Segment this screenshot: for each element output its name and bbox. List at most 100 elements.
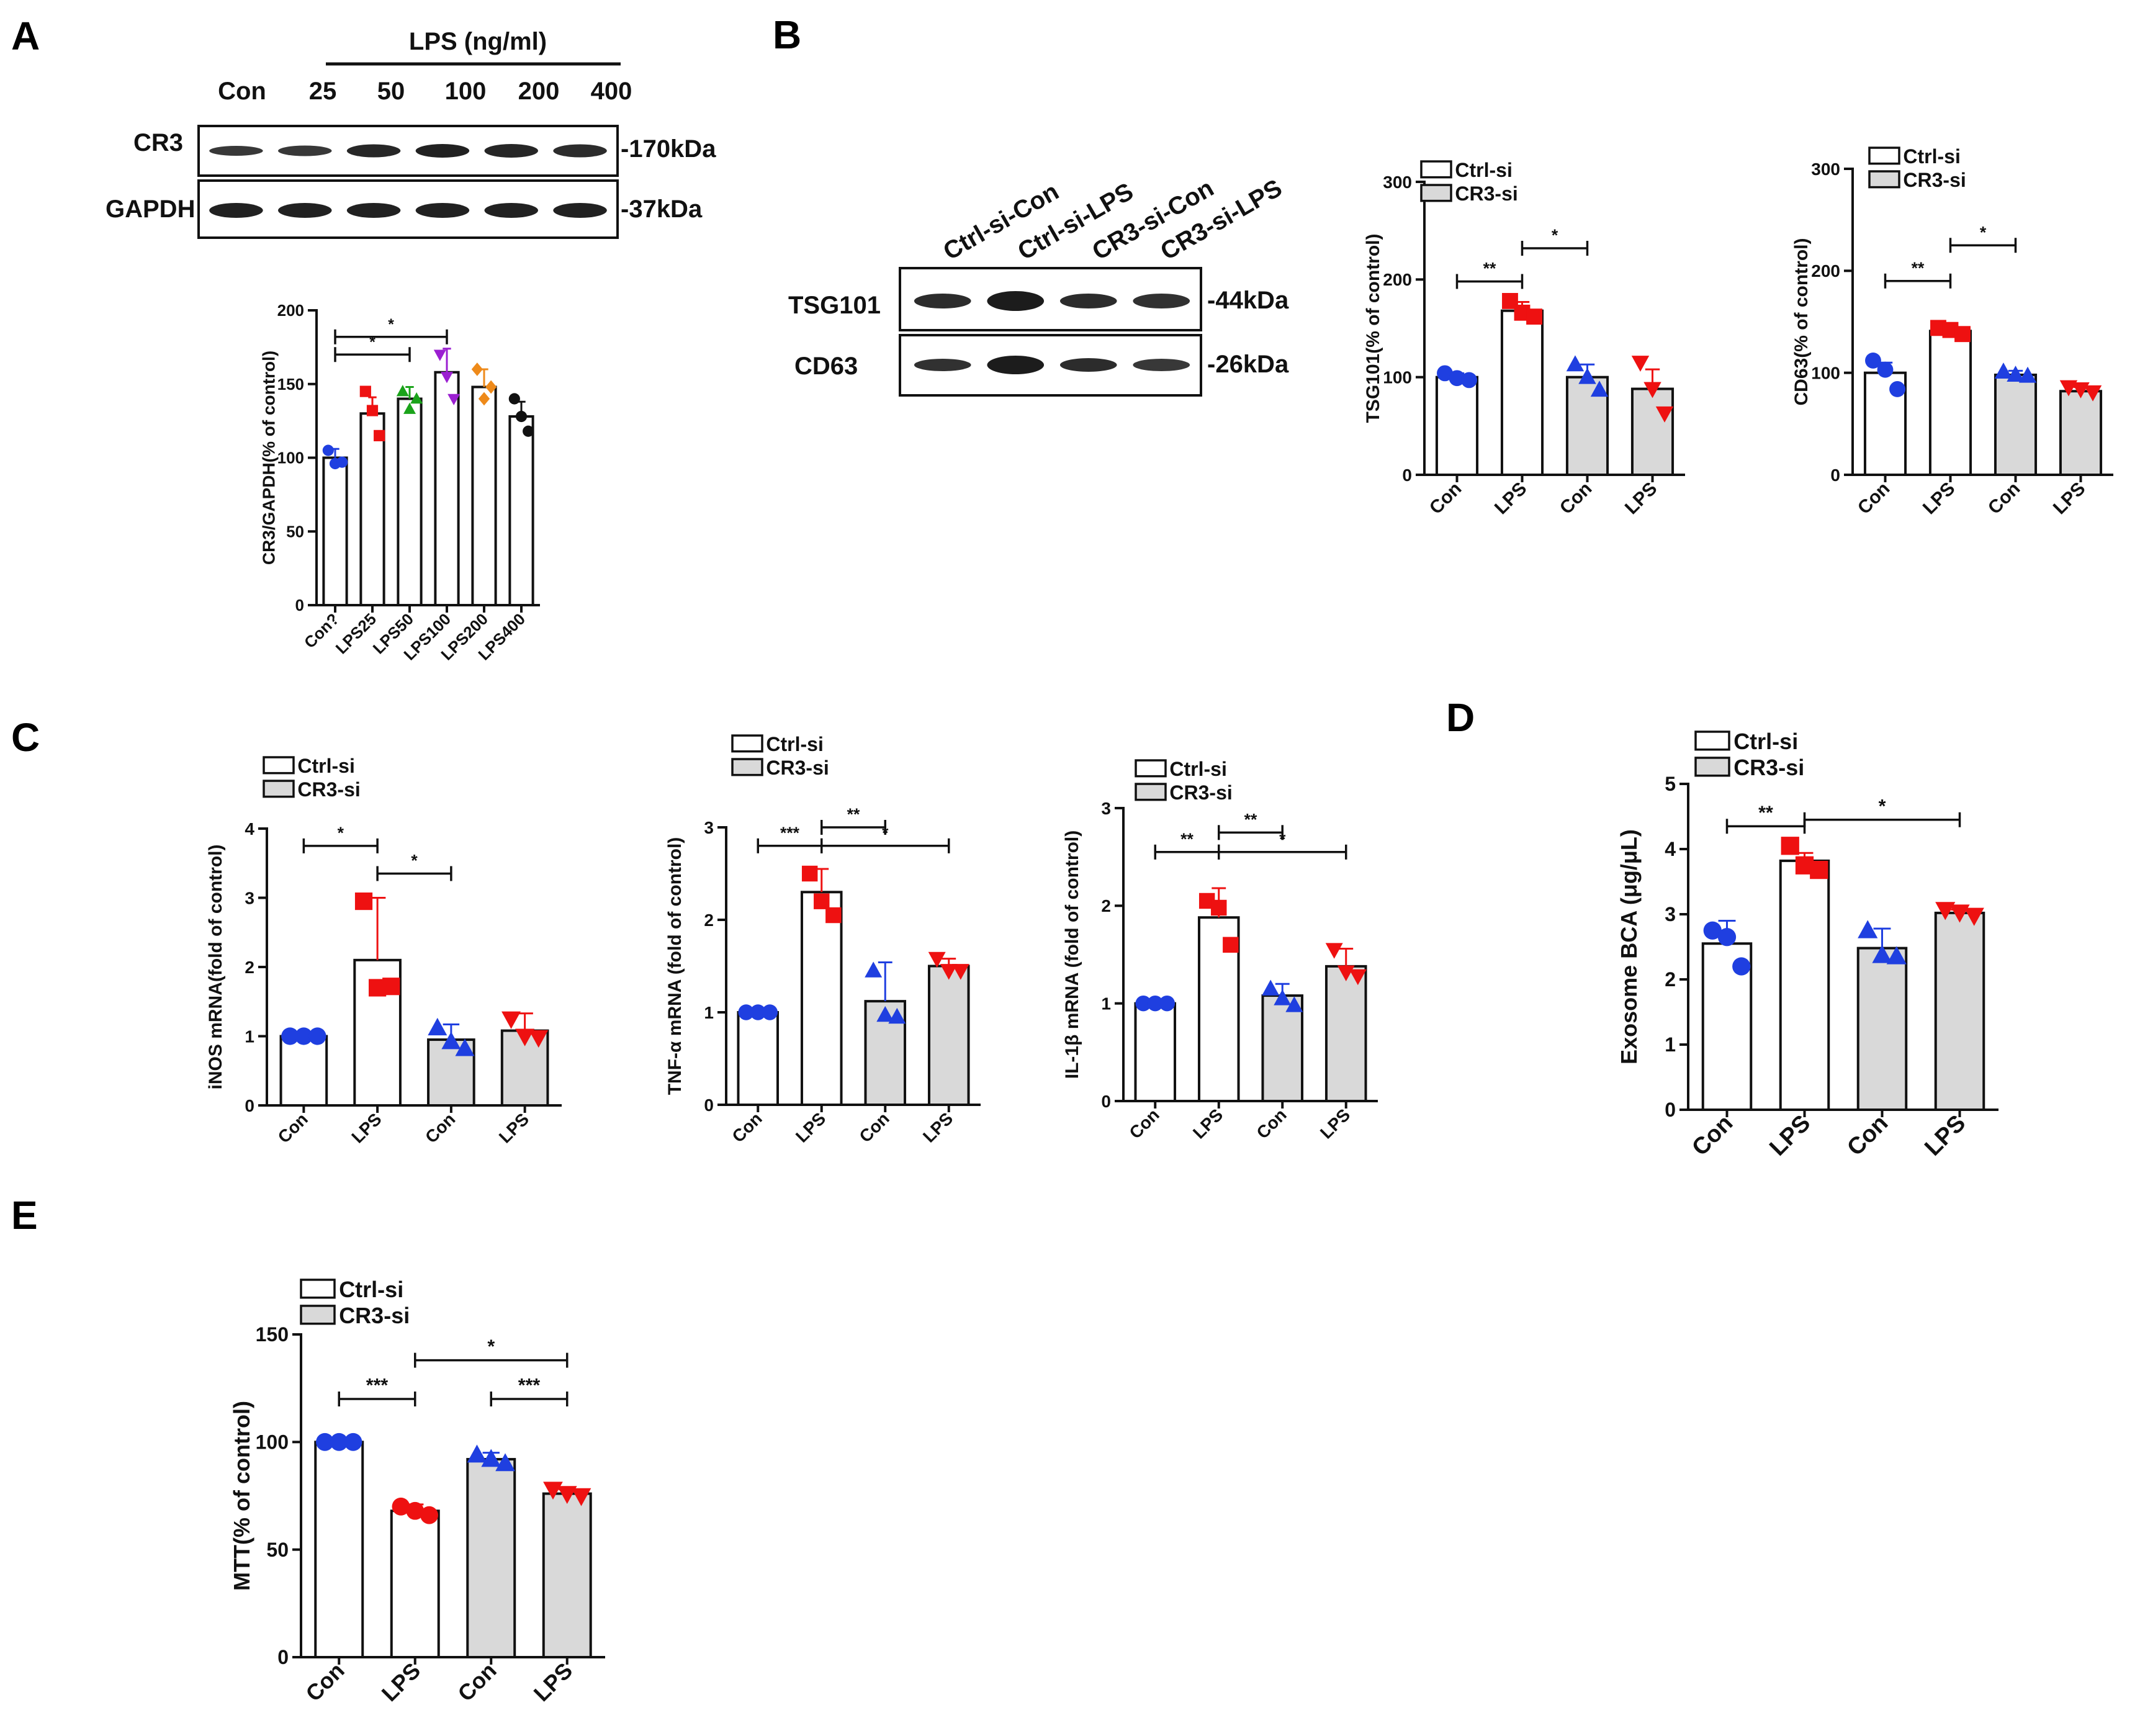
data-point-3-1 (1643, 382, 1661, 398)
y-tick-label: 0 (277, 1646, 289, 1668)
data-point-3-0 (1631, 356, 1650, 372)
blot-band-0-0 (209, 146, 263, 156)
legend-label: Ctrl-si (766, 733, 823, 755)
data-point-3-2 (1964, 907, 1984, 926)
y-tick-label: 200 (1811, 261, 1840, 281)
data-point-2-1 (1274, 989, 1292, 1005)
data-point-1-2 (382, 978, 400, 996)
sig-label: *** (518, 1375, 541, 1396)
data-point-3-1 (440, 372, 454, 384)
data-point-1-2 (1526, 308, 1542, 325)
data-point-1-0 (1781, 837, 1799, 855)
y-tick-label: 5 (1665, 773, 1676, 795)
y-tick-label: 1 (1101, 994, 1111, 1013)
sig-label: *** (780, 824, 800, 842)
bar-lps25-1 (359, 412, 385, 606)
data-point-2-2 (888, 1007, 906, 1024)
data-point-2-1 (1872, 945, 1892, 963)
y-tick-label: 300 (1383, 173, 1412, 192)
legend-swatch (1694, 757, 1730, 777)
bar-con-0 (1435, 376, 1479, 477)
bar-lps100-3 (434, 371, 460, 606)
legend-label: Ctrl-si (297, 755, 354, 777)
data-point-0-1 (330, 1432, 348, 1451)
data-point-1-1 (814, 893, 830, 909)
legend-label: CR3-si (1903, 169, 1966, 191)
bar-con-0 (322, 456, 348, 606)
blot-band-1-0 (209, 203, 263, 218)
data-point-0-1 (1449, 370, 1465, 387)
x-tick-label: Con (1687, 1110, 1738, 1161)
bar-lps-3 (542, 1492, 592, 1659)
blot-band-1-3 (415, 203, 470, 218)
blot-band-0-2 (346, 144, 401, 158)
y-tick-label: 300 (1811, 160, 1840, 179)
bar-con-0 (737, 1011, 780, 1106)
data-point-2-2 (1285, 996, 1303, 1012)
data-point-0-1 (750, 1004, 766, 1020)
y-tick-label: 200 (1383, 270, 1412, 289)
bar-lps400-5 (508, 415, 534, 606)
data-point-3-0 (1935, 902, 1956, 920)
data-point-3-0 (501, 1011, 521, 1029)
x-tick-label: LPS (2049, 479, 2090, 519)
data-point-1-0 (801, 865, 818, 882)
sig-label: * (882, 824, 889, 842)
x-tick-label: LPS (1189, 1105, 1226, 1142)
bar-lps-3 (2059, 390, 2103, 476)
data-point-3-1 (1949, 904, 1970, 923)
data-point-1-1 (1211, 899, 1227, 916)
data-point-2-0 (1994, 362, 2013, 379)
x-tick-label: LPS (1919, 479, 1959, 519)
blot-band-1-1 (278, 203, 332, 218)
x-tick-label: Con (300, 1658, 349, 1706)
sig-label: * (1552, 226, 1558, 245)
data-point-1-0 (359, 385, 371, 397)
sig-label: * (1879, 796, 1886, 817)
data-point-1-2 (374, 430, 385, 441)
data-point-2-0 (1262, 979, 1280, 996)
legend-label: Ctrl-si (1903, 145, 1960, 168)
x-tick-label: LPS25 (332, 609, 380, 657)
data-point-2-1 (403, 402, 416, 414)
blot-band-1-5 (553, 203, 607, 218)
data-point-0-1 (1877, 361, 1894, 378)
x-tick-label: LPS (1765, 1110, 1815, 1161)
legend-label: CR3-si (339, 1303, 410, 1328)
blot-a-lane-3: 100 (445, 78, 487, 105)
y-tick-label: 4 (1665, 838, 1676, 860)
panel-letter-c: C (11, 715, 40, 760)
y-axis-label: TNF-α mRNA (fold of control) (665, 837, 685, 1095)
sig-label: ** (1912, 259, 1925, 277)
x-tick-label: Con (1842, 1110, 1893, 1161)
blot-a-frame-gapdh (197, 179, 619, 239)
data-point-0-0 (1135, 995, 1151, 1012)
data-point-3-1 (940, 964, 958, 980)
blot-a-row-label-0: CR3 (133, 129, 183, 156)
data-point-0-0 (1437, 365, 1453, 382)
y-tick-label: 100 (277, 449, 304, 467)
chart-inos-mrna: 0 1 2 3 4 Con LPS Con LPS iNOS mRNA(fold of contr… (205, 755, 562, 1147)
data-point-3-0 (433, 349, 446, 361)
sig-label: * (487, 1336, 495, 1357)
blot-band-0-1 (987, 291, 1045, 311)
x-tick-label: LPS (529, 1658, 577, 1706)
blot-a-lane-0: Con (218, 78, 266, 105)
blot-band-0-1 (278, 145, 332, 156)
bar-lps-1 (390, 1509, 440, 1658)
data-point-0-0 (281, 1027, 299, 1045)
data-point-0-2 (1732, 957, 1751, 976)
data-point-2-0 (1566, 355, 1585, 372)
blot-band-0-3 (415, 144, 470, 158)
sig-label: ** (1758, 802, 1773, 823)
y-axis-label: MTT(% of control) (229, 1401, 254, 1591)
chart-cr3-gapdh: 050100150200Con?LPS25LPS50LPS100LPS200LP… (259, 301, 540, 664)
y-tick-label: 0 (245, 1096, 254, 1115)
blot-a-lane-2: 50 (377, 78, 405, 105)
legend-swatch (1135, 759, 1167, 778)
blot-a-marker-0: -170kDa (621, 135, 716, 163)
legend-label: Ctrl-si (1455, 159, 1512, 181)
sig-label: ** (1244, 810, 1257, 829)
legend-label: CR3-si (1733, 755, 1804, 780)
